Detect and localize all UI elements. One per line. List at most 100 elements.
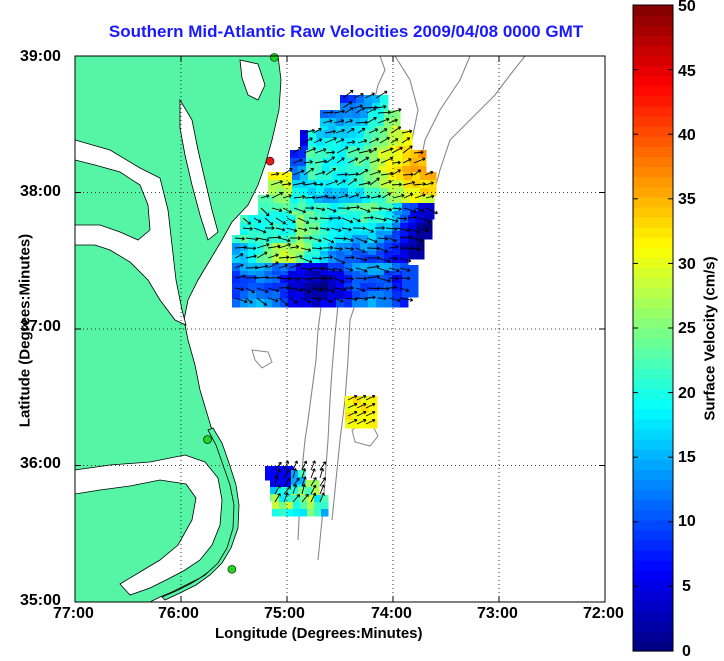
velocity-cell xyxy=(344,283,353,292)
velocity-arrow xyxy=(385,217,399,223)
velocity-cell xyxy=(360,291,369,300)
velocity-cell xyxy=(384,299,393,308)
velocity-cell xyxy=(380,138,389,147)
velocity-cell xyxy=(276,172,285,181)
velocity-arrow xyxy=(324,137,337,144)
velocity-cell xyxy=(324,188,333,197)
velocity-cell xyxy=(392,299,401,308)
colorbar-label: Surface Velocity (cm/s) xyxy=(701,256,719,421)
velocity-cell xyxy=(279,509,287,517)
velocity-arrow xyxy=(311,246,323,251)
velocity-arrow xyxy=(418,217,432,224)
colorbar-band xyxy=(633,348,673,359)
velocity-cell xyxy=(410,150,419,159)
velocity-arrow xyxy=(300,247,312,252)
velocity-cell xyxy=(412,172,421,181)
velocity-cell xyxy=(372,188,381,197)
velocity-cell xyxy=(298,203,307,212)
velocity-arrow xyxy=(344,297,358,302)
velocity-arrow xyxy=(245,297,253,304)
velocity-cell xyxy=(232,291,241,300)
velocity-cell xyxy=(396,138,405,147)
velocity-cell xyxy=(272,291,281,300)
velocity-cell xyxy=(296,235,305,244)
velocity-cell xyxy=(292,188,301,197)
velocity-cell xyxy=(265,473,273,481)
velocity-arrow xyxy=(392,193,405,199)
velocity-cell xyxy=(384,118,393,127)
velocity-arrow xyxy=(370,206,383,211)
velocity-cell xyxy=(336,118,345,127)
velocity-cell xyxy=(356,180,365,189)
velocity-cell xyxy=(272,509,280,517)
colorbar-band xyxy=(633,237,673,248)
velocity-cell xyxy=(270,480,278,488)
velocity-cell xyxy=(266,195,275,204)
velocity-arrow xyxy=(300,287,311,294)
velocity-cell xyxy=(338,158,347,167)
velocity-cell xyxy=(304,255,313,264)
velocity-cell xyxy=(376,243,385,252)
velocity-arrow xyxy=(377,257,391,264)
velocity-cell xyxy=(392,235,401,244)
velocity-cell xyxy=(368,283,377,292)
velocity-arrow xyxy=(407,215,417,220)
velocity-cell xyxy=(256,215,265,224)
velocity-arrow xyxy=(388,297,401,303)
velocity-cell xyxy=(288,255,297,264)
velocity-arrow xyxy=(396,227,410,233)
velocity-cell xyxy=(322,195,331,204)
velocity-arrow xyxy=(310,468,316,479)
velocity-cell xyxy=(280,223,289,232)
velocity-cell xyxy=(304,291,313,300)
velocity-cell xyxy=(402,289,411,298)
velocity-cell xyxy=(274,203,283,212)
velocity-arrow xyxy=(274,475,279,487)
colorbar-band xyxy=(633,570,673,581)
colorbar-band xyxy=(633,560,673,571)
velocity-cell xyxy=(328,291,337,300)
velocity-cell xyxy=(264,299,273,308)
velocity-arrow xyxy=(365,418,376,425)
colorbar-band xyxy=(633,126,673,137)
velocity-cell xyxy=(316,172,325,181)
velocity-arrow xyxy=(278,285,290,290)
velocity-arrow xyxy=(278,264,288,269)
velocity-arrow xyxy=(234,245,247,250)
velocity-arrow xyxy=(256,251,268,259)
velocity-cell xyxy=(400,235,409,244)
velocity-arrow xyxy=(310,476,317,487)
velocity-arrow xyxy=(359,207,371,213)
velocity-cell xyxy=(314,509,322,517)
velocity-cell xyxy=(280,299,289,308)
velocity-cell xyxy=(330,150,339,159)
velocity-arrow xyxy=(274,484,281,495)
velocity-arrow xyxy=(363,215,374,220)
velocity-arrow xyxy=(365,410,376,417)
velocity-cell xyxy=(324,138,333,147)
colorbar-band xyxy=(633,509,673,521)
velocity-cell xyxy=(314,166,323,175)
velocity-cell xyxy=(426,203,435,212)
velocity-cell xyxy=(384,255,393,264)
colorbar-band xyxy=(633,206,673,218)
velocity-arrow xyxy=(388,285,398,290)
velocity-cell xyxy=(280,283,289,292)
velocity-arrow xyxy=(391,160,401,165)
velocity-arrow xyxy=(388,108,402,114)
velocity-cell xyxy=(364,130,373,139)
x-tick: 75:00 xyxy=(264,605,305,622)
colorbar-tick: 20 xyxy=(678,385,696,402)
velocity-arrow xyxy=(418,227,429,233)
velocity-cell xyxy=(290,203,299,212)
velocity-arrow xyxy=(333,277,345,284)
velocity-arrow xyxy=(301,476,307,487)
velocity-cell xyxy=(328,255,337,264)
velocity-cell xyxy=(308,138,317,147)
velocity-cell xyxy=(286,502,294,510)
velocity-cell xyxy=(296,263,305,272)
velocity-cell xyxy=(370,203,379,212)
velocity-arrow xyxy=(366,107,377,114)
velocity-cell xyxy=(312,243,321,252)
velocity-cell xyxy=(352,235,361,244)
